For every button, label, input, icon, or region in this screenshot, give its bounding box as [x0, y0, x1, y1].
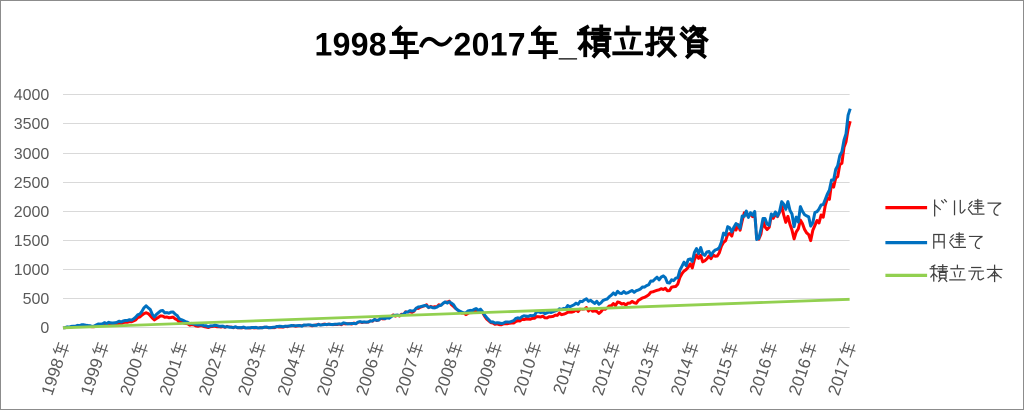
svg-text:0: 0: [40, 320, 49, 337]
svg-text:4000: 4000: [14, 87, 50, 104]
svg-text:3000: 3000: [14, 146, 50, 163]
svg-text:2017: 2017: [454, 26, 526, 62]
svg-text:500: 500: [23, 291, 50, 308]
svg-text:1500: 1500: [14, 233, 50, 250]
svg-text:3500: 3500: [14, 116, 50, 133]
svg-text:2500: 2500: [14, 175, 50, 192]
svg-text:_: _: [558, 26, 578, 62]
svg-text:1000: 1000: [14, 262, 50, 279]
svg-text:1998: 1998: [315, 26, 387, 62]
svg-text:2000: 2000: [14, 204, 50, 221]
